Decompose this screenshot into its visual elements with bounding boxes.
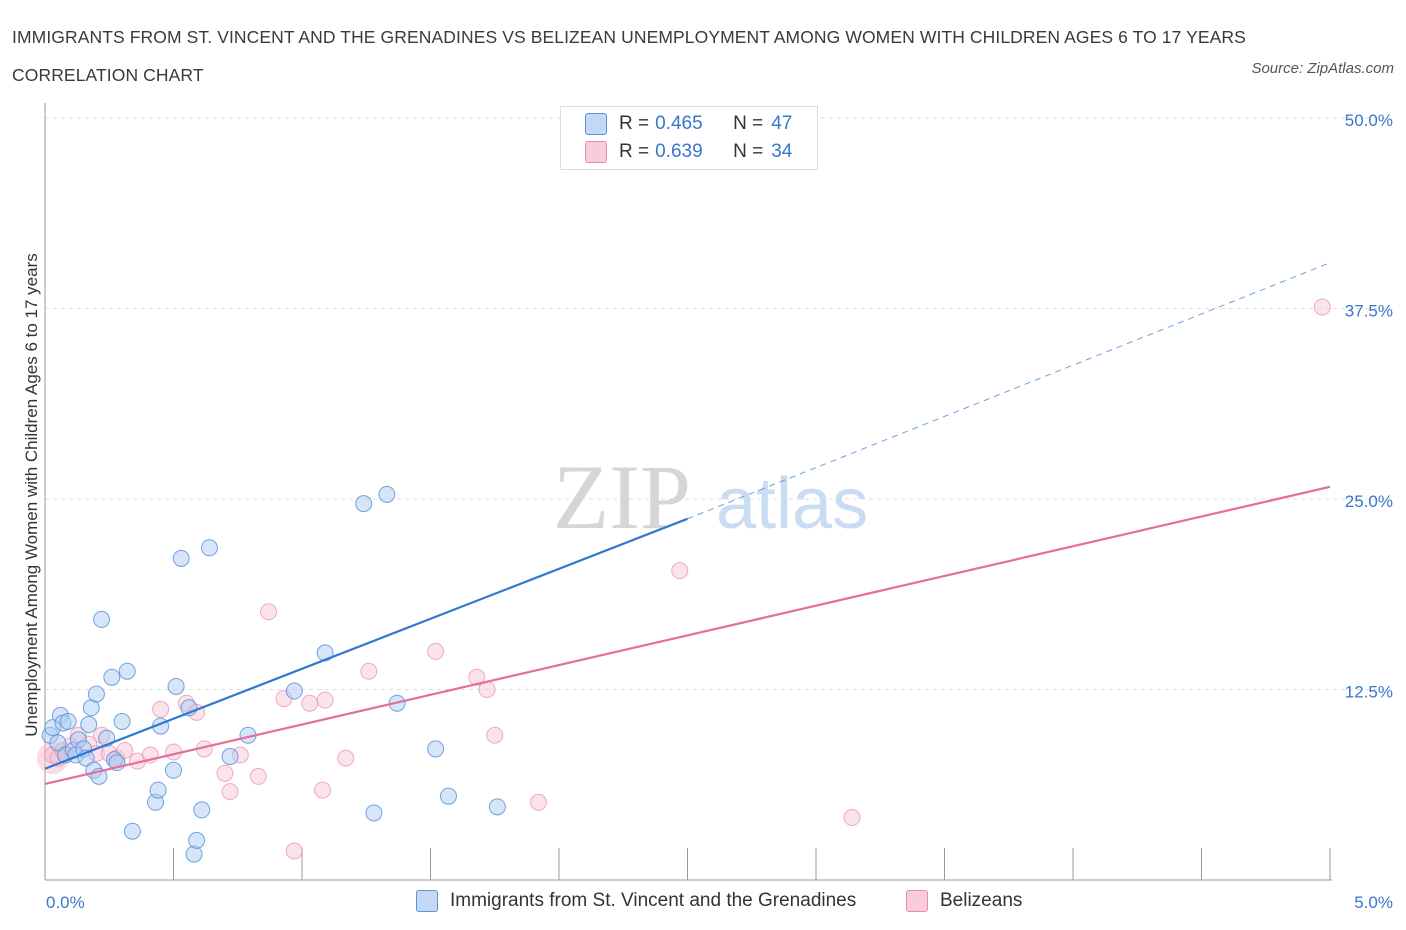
belizeans-point bbox=[337, 749, 355, 767]
legend-r-value: 0.465 bbox=[655, 113, 703, 134]
belizeans-point bbox=[468, 668, 486, 686]
svg-point bbox=[185, 845, 203, 863]
y-tick-label: 37.5% bbox=[1345, 302, 1393, 321]
legend-row-svg: R = 0.465 N = 47 bbox=[585, 112, 792, 136]
belizeans-point bbox=[216, 764, 234, 782]
svg-trend-line bbox=[44, 517, 688, 770]
svg-point bbox=[123, 822, 141, 840]
belizeans-point bbox=[486, 726, 504, 744]
chart-source: Source: ZipAtlas.com bbox=[1251, 60, 1394, 77]
y-tick-label: 12.5% bbox=[1345, 683, 1393, 702]
belizeans-point bbox=[316, 691, 334, 709]
trend-lines bbox=[44, 262, 1331, 786]
svg-trend-extension bbox=[687, 262, 1331, 520]
belizeans-point bbox=[1313, 298, 1331, 316]
legend-r-value: 0.639 bbox=[655, 141, 703, 162]
grid-lines bbox=[45, 117, 1390, 690]
svg-point bbox=[165, 761, 182, 779]
legend-n-value: 34 bbox=[771, 141, 793, 162]
chart-title: IMMIGRANTS FROM ST. VINCENT AND THE GREN… bbox=[12, 27, 1246, 85]
belizeans-point bbox=[249, 767, 267, 785]
legend-item-belizeans: Belizeans bbox=[906, 890, 1022, 912]
legend-swatch-blue bbox=[585, 113, 607, 135]
svg-point bbox=[59, 713, 77, 731]
svg-point bbox=[113, 713, 131, 731]
x-tick-label: 5.0% bbox=[1354, 893, 1393, 912]
svg-point bbox=[193, 801, 211, 819]
belizeans-point bbox=[260, 603, 278, 621]
belizeans-point bbox=[152, 700, 170, 718]
legend-n-label: N = bbox=[733, 141, 764, 162]
y-tick-label: 25.0% bbox=[1345, 492, 1393, 511]
svg-point bbox=[488, 798, 506, 816]
svg-point bbox=[93, 610, 111, 628]
svg-point bbox=[49, 734, 67, 752]
svg-point bbox=[167, 677, 185, 695]
belizeans-trend-line bbox=[44, 485, 1331, 786]
watermark: ZIP atlas bbox=[553, 446, 868, 548]
watermark-atlas: atlas bbox=[716, 464, 868, 544]
belizeans-point bbox=[314, 781, 332, 799]
belizeans-point bbox=[529, 793, 547, 811]
watermark-zip: ZIP bbox=[553, 446, 691, 548]
legend-label-svg: Immigrants from St. Vincent and the Gren… bbox=[450, 890, 857, 911]
svg-point bbox=[80, 716, 98, 734]
svg-point bbox=[87, 685, 105, 703]
svg-point bbox=[118, 662, 136, 680]
belizeans-point bbox=[360, 662, 378, 680]
belizeans-point bbox=[285, 842, 303, 860]
svg-point bbox=[365, 804, 383, 822]
legend-swatch-pink bbox=[585, 141, 607, 163]
legend-label-belizeans: Belizeans bbox=[940, 890, 1023, 911]
series-belizeans-points bbox=[36, 298, 1331, 860]
legend-r-label: R = bbox=[619, 113, 650, 134]
svg-point bbox=[378, 485, 396, 503]
svg-point bbox=[221, 748, 239, 766]
svg-point bbox=[439, 787, 457, 805]
svg-point bbox=[200, 539, 218, 557]
tick-labels: 12.5% 25.0% 37.5% 50.0% 0.0% 5.0% bbox=[46, 111, 1393, 912]
svg-point bbox=[427, 740, 445, 758]
belizeans-point bbox=[427, 642, 445, 660]
svg-point bbox=[103, 668, 121, 686]
svg-point bbox=[355, 495, 373, 513]
svg-point bbox=[172, 549, 190, 567]
x-tick-label: 0.0% bbox=[46, 893, 85, 912]
y-tick-label: 50.0% bbox=[1345, 111, 1393, 130]
belizeans-point bbox=[671, 562, 689, 580]
legend-n-label: N = bbox=[733, 113, 764, 134]
series-svg-points bbox=[41, 117, 691, 863]
correlation-legend: R = 0.465 N = 47 R = 0.639 N = 34 bbox=[560, 106, 818, 170]
svg-point bbox=[188, 831, 206, 849]
legend-item-svg: Immigrants from St. Vincent and the Gren… bbox=[416, 890, 856, 912]
legend-r-label: R = bbox=[619, 141, 650, 162]
legend-row-belizeans: R = 0.639 N = 34 bbox=[585, 140, 792, 164]
legend-swatch-blue bbox=[416, 890, 438, 912]
svg-point bbox=[285, 682, 303, 700]
belizeans-point bbox=[301, 694, 319, 712]
legend-n-value: 47 bbox=[771, 113, 793, 134]
svg-point bbox=[149, 781, 167, 799]
y-axis-label: Unemployment Among Women with Children A… bbox=[22, 253, 41, 737]
belizeans-point bbox=[843, 809, 861, 827]
series-legend: Immigrants from St. Vincent and the Gren… bbox=[0, 888, 1406, 916]
belizeans-point bbox=[221, 783, 239, 801]
legend-swatch-pink bbox=[906, 890, 928, 912]
